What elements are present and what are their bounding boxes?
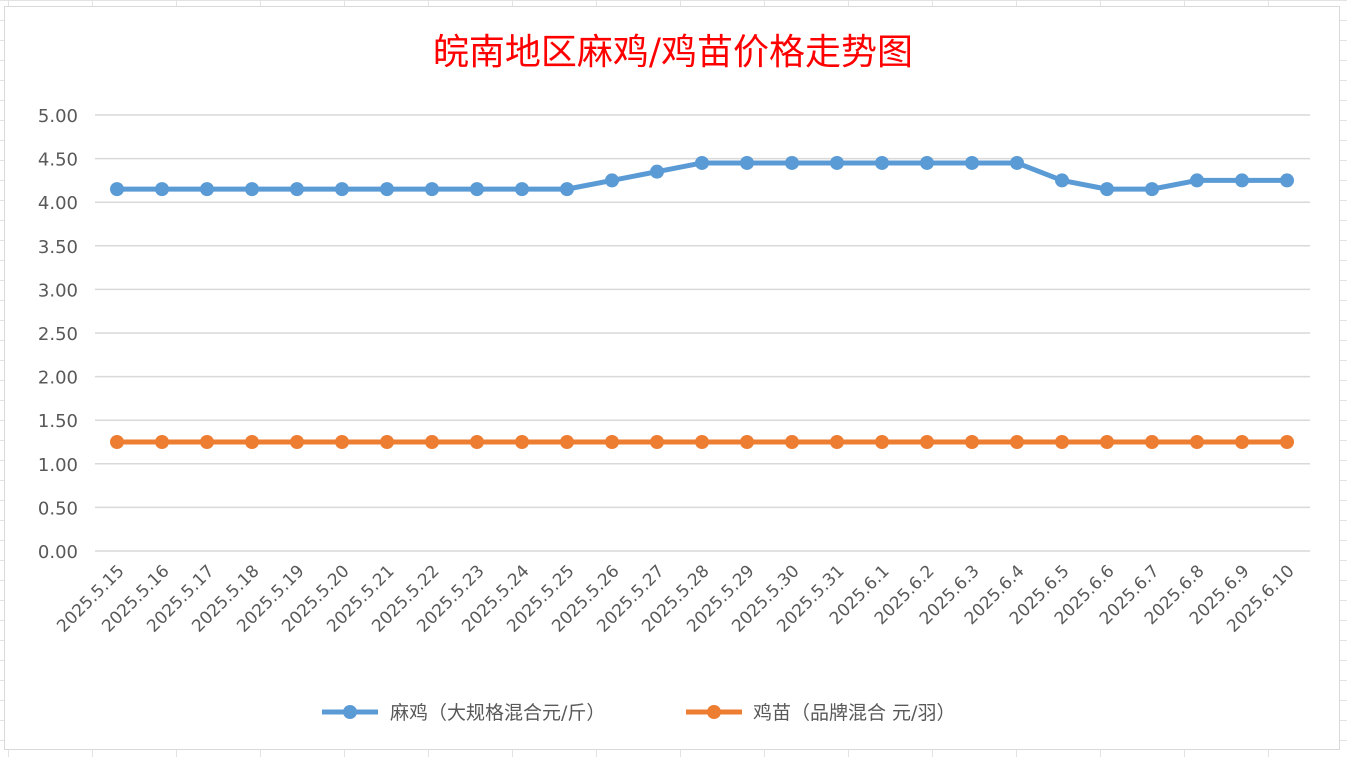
y-tick-label: 2.00 (38, 368, 78, 389)
data-point (1010, 435, 1024, 449)
data-point (380, 182, 394, 197)
data-point (515, 182, 529, 197)
y-tick-label: 0.00 (38, 542, 78, 563)
data-point (470, 435, 484, 449)
y-axis-ticks: 0.00 0.50 1.00 1.50 2.00 2.50 3.00 3.50 4.00 4.50… (38, 106, 78, 563)
data-point (560, 435, 574, 449)
data-point (1190, 173, 1204, 188)
legend-label: 麻鸡（大规格混合元/斤） (390, 702, 605, 724)
data-point (1055, 435, 1069, 449)
data-point (1145, 435, 1159, 449)
data-point (605, 435, 619, 449)
data-point (875, 155, 889, 170)
data-point (650, 435, 664, 449)
data-point (740, 435, 754, 449)
data-point (110, 435, 124, 449)
legend-item: 麻鸡（大规格混合元/斤） (322, 702, 605, 724)
data-point (470, 182, 484, 197)
chart-area[interactable] (4, 6, 1340, 750)
data-point (245, 435, 259, 449)
y-tick-label: 3.50 (38, 237, 78, 258)
legend-swatch-marker (343, 705, 357, 719)
data-point (650, 164, 664, 179)
legend: 麻鸡（大规格混合元/斤） 鸡苗（品牌混合 元/羽） (322, 702, 955, 724)
data-point (785, 435, 799, 449)
y-tick-label: 3.00 (38, 280, 78, 301)
data-point (1280, 173, 1294, 188)
data-point (110, 182, 124, 197)
x-axis-ticks: 2025.5.152025.5.162025.5.172025.5.182025… (53, 561, 1298, 636)
series-1 (110, 155, 1294, 197)
data-point (965, 435, 979, 449)
legend-label: 鸡苗（品牌混合 元/羽） (753, 702, 955, 724)
data-point (245, 182, 259, 197)
data-point (1100, 435, 1114, 449)
chart-title: 皖南地区麻鸡/鸡苗价格走势图 (433, 32, 913, 73)
data-point (965, 155, 979, 170)
legend-item: 鸡苗（品牌混合 元/羽） (686, 702, 955, 724)
gridlines (95, 114, 1310, 552)
data-point (1010, 155, 1024, 170)
data-point (740, 155, 754, 170)
data-point (1235, 173, 1249, 188)
y-tick-label: 1.50 (38, 411, 78, 432)
y-tick-label: 0.50 (38, 498, 78, 519)
data-point (920, 435, 934, 449)
data-point (1055, 173, 1069, 188)
data-point (695, 435, 709, 449)
data-point (875, 435, 889, 449)
data-point (200, 435, 214, 449)
data-point (830, 435, 844, 449)
series-group (110, 155, 1294, 449)
data-point (290, 182, 304, 197)
data-point (335, 182, 349, 197)
data-point (785, 155, 799, 170)
series-2 (110, 435, 1294, 449)
data-point (380, 435, 394, 449)
data-point (200, 182, 214, 197)
data-point (1100, 182, 1114, 197)
y-tick-label: 2.50 (38, 324, 78, 345)
data-point (830, 155, 844, 170)
data-point (605, 173, 619, 188)
data-point (920, 155, 934, 170)
y-tick-label: 1.00 (38, 455, 78, 476)
data-point (695, 155, 709, 170)
data-point (155, 435, 169, 449)
y-tick-label: 5.00 (38, 106, 78, 127)
data-point (335, 435, 349, 449)
data-point (515, 435, 529, 449)
legend-swatch-marker (707, 705, 721, 719)
data-point (425, 435, 439, 449)
data-point (155, 182, 169, 197)
y-tick-label: 4.00 (38, 193, 78, 214)
data-point (1280, 435, 1294, 449)
data-point (425, 182, 439, 197)
data-point (1235, 435, 1249, 449)
data-point (1190, 435, 1204, 449)
data-point (560, 182, 574, 197)
data-point (290, 435, 304, 449)
data-point (1145, 182, 1159, 197)
y-tick-label: 4.50 (38, 150, 78, 171)
